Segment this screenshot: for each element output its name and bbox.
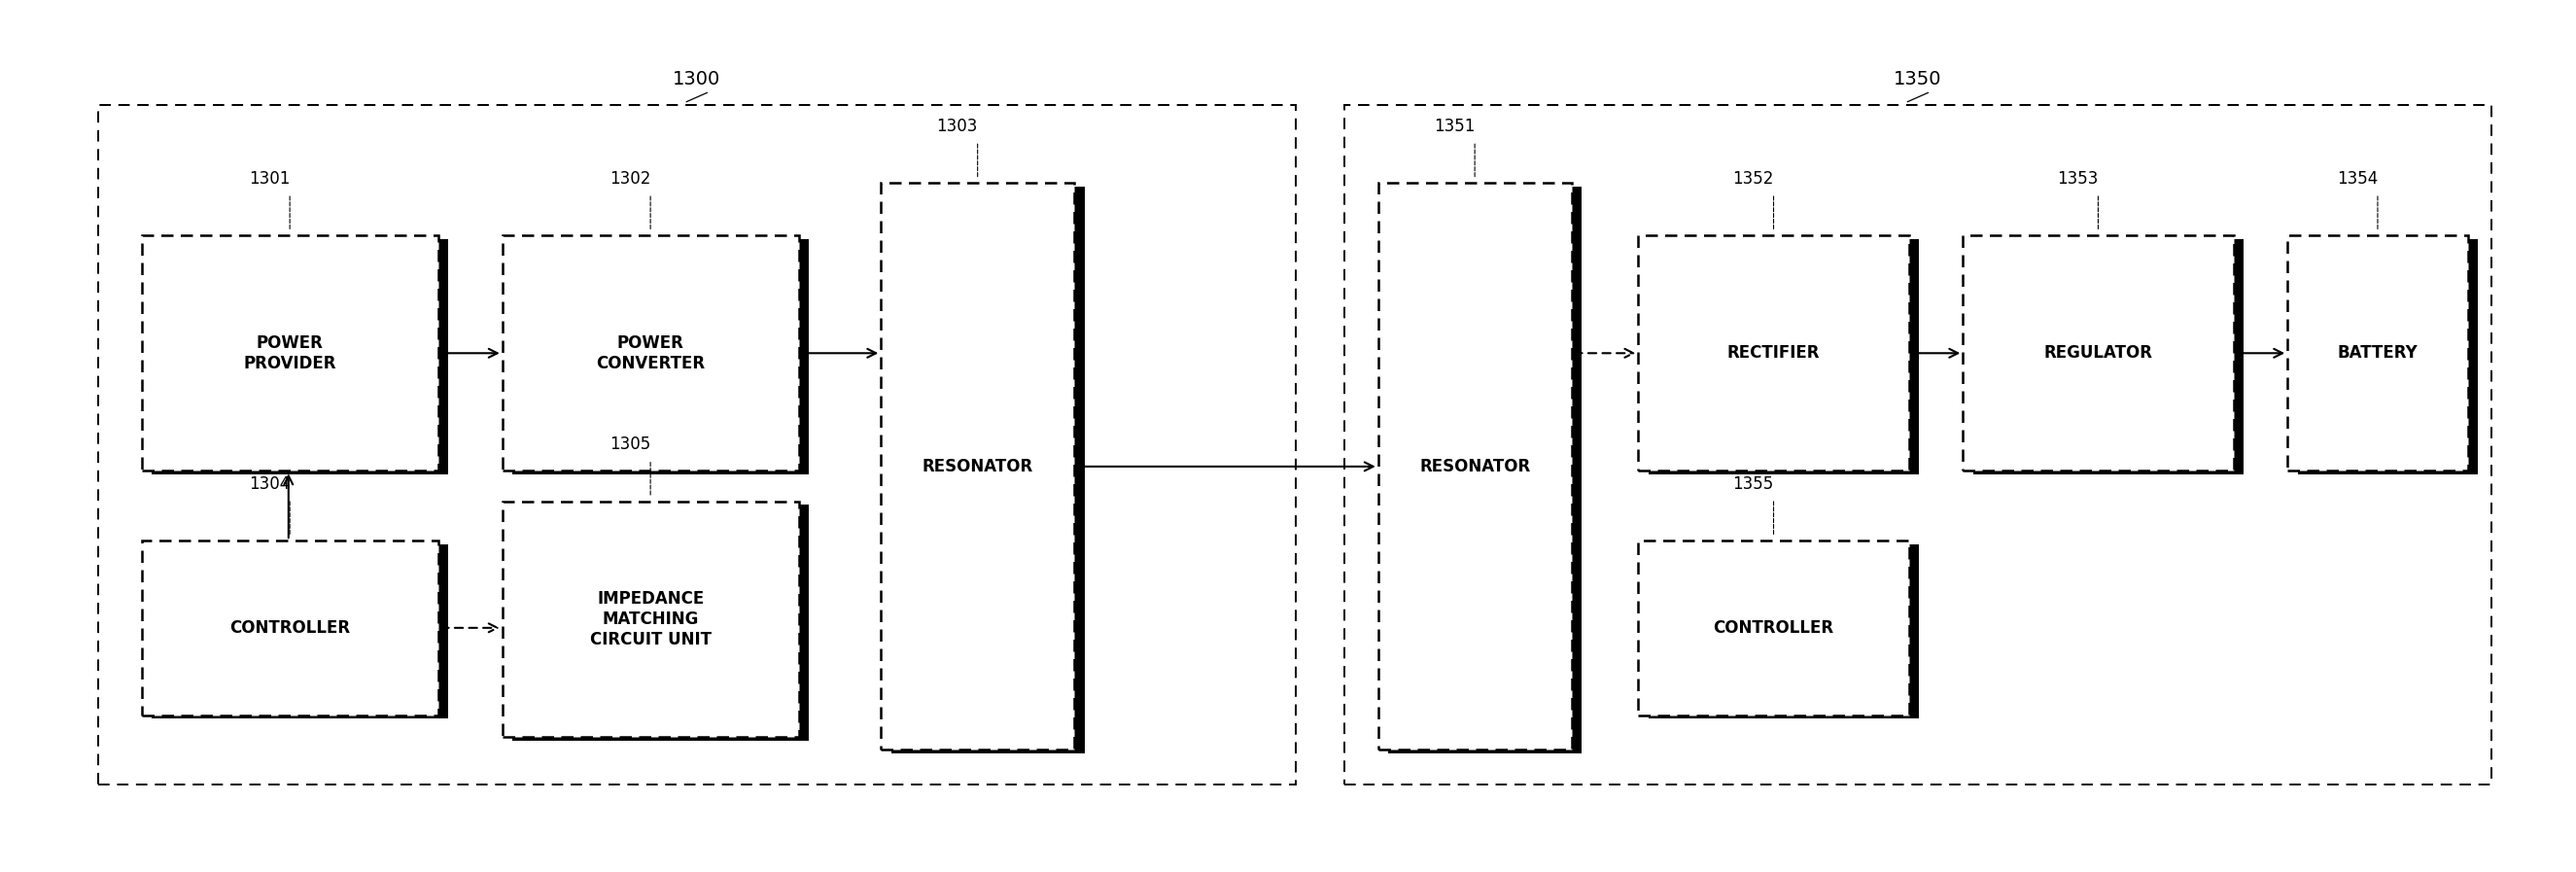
Bar <box>513 505 809 740</box>
Bar <box>502 235 799 471</box>
Text: RESONATOR: RESONATOR <box>922 458 1033 475</box>
Text: 1305: 1305 <box>611 436 649 453</box>
Bar <box>152 544 448 719</box>
Bar <box>1345 105 2491 785</box>
Bar <box>502 501 799 737</box>
Bar <box>1649 239 1919 474</box>
Bar <box>1378 183 1571 750</box>
Text: 1304: 1304 <box>250 475 289 493</box>
Bar <box>1638 235 1909 471</box>
Text: CONTROLLER: CONTROLLER <box>1713 619 1834 637</box>
Text: REGULATOR: REGULATOR <box>2043 344 2154 362</box>
Bar <box>1649 544 1919 719</box>
Bar <box>1963 235 2233 471</box>
Text: IMPEDANCE
MATCHING
CIRCUIT UNIT: IMPEDANCE MATCHING CIRCUIT UNIT <box>590 590 711 648</box>
Bar <box>2287 235 2468 471</box>
Text: RECTIFIER: RECTIFIER <box>1726 344 1821 362</box>
Text: 1350: 1350 <box>1893 71 1942 89</box>
Text: BATTERY: BATTERY <box>2336 344 2419 362</box>
Text: POWER
CONVERTER: POWER CONVERTER <box>595 334 706 372</box>
Bar <box>1973 239 2244 474</box>
Text: 1352: 1352 <box>1734 170 1772 187</box>
Text: 1355: 1355 <box>1734 475 1772 493</box>
Text: CONTROLLER: CONTROLLER <box>229 619 350 637</box>
Text: 1301: 1301 <box>250 170 289 187</box>
Text: 1300: 1300 <box>672 71 721 89</box>
Bar <box>152 239 448 474</box>
Bar <box>891 187 1084 753</box>
Text: RESONATOR: RESONATOR <box>1419 458 1530 475</box>
Text: 1353: 1353 <box>2058 170 2097 187</box>
Bar <box>1388 187 1582 753</box>
Bar <box>1638 541 1909 715</box>
Bar <box>2298 239 2478 474</box>
Text: 1303: 1303 <box>938 118 976 135</box>
Bar <box>142 541 438 715</box>
Text: 1354: 1354 <box>2336 170 2378 187</box>
Text: POWER
PROVIDER: POWER PROVIDER <box>242 334 337 372</box>
Bar <box>881 183 1074 750</box>
Bar <box>513 239 809 474</box>
Bar <box>142 235 438 471</box>
Text: 1302: 1302 <box>611 170 649 187</box>
Bar <box>98 105 1296 785</box>
Text: 1351: 1351 <box>1435 118 1473 135</box>
